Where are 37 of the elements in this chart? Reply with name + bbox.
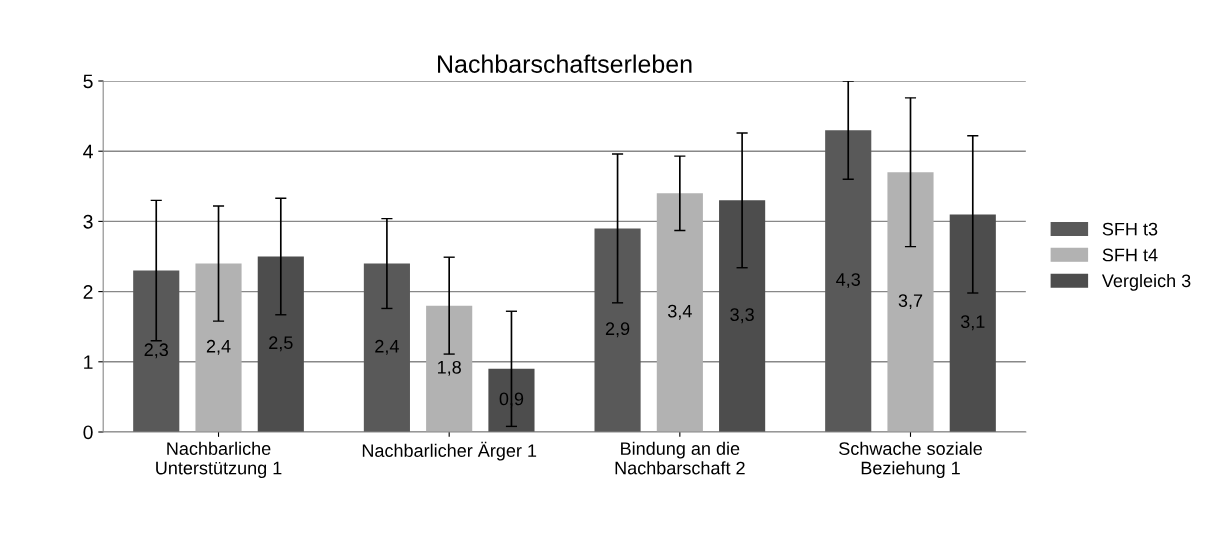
y-tick-label: 3 <box>83 214 93 229</box>
bar <box>195 263 242 432</box>
bar <box>133 270 180 432</box>
legend-label: Vergleich 3 <box>1101 273 1191 291</box>
y-tick-label: 4 <box>83 144 93 159</box>
bar <box>949 214 996 432</box>
y-tick-label: 1 <box>84 355 93 369</box>
data-label: 2,3 <box>144 343 168 359</box>
data-label: 2,4 <box>206 339 231 355</box>
legend-label: SFH t4 <box>1102 248 1158 262</box>
bar <box>488 368 535 432</box>
bar <box>719 200 766 432</box>
data-label: 2,4 <box>375 339 399 355</box>
bar <box>656 193 703 432</box>
bar <box>825 130 872 432</box>
y-tick-label: 2 <box>83 285 93 299</box>
bar <box>363 263 410 432</box>
data-label: 4,3 <box>836 273 860 289</box>
x-tick-label: Bindung an die Nachbarschaft 2 <box>615 441 745 475</box>
bar <box>887 172 934 432</box>
x-tick-label: Nachbarlicher Ärger 1 <box>362 441 537 461</box>
data-label: 3,7 <box>898 294 923 310</box>
y-tick-label: 0 <box>83 425 93 440</box>
data-label: 3,3 <box>730 308 754 324</box>
data-label: 3,4 <box>667 304 692 320</box>
bar <box>257 256 304 432</box>
y-tick-label: 5 <box>83 74 93 89</box>
data-label: 3,1 <box>960 315 985 331</box>
x-tick-label: Nachbarliche Unterstützung 1 <box>156 441 282 478</box>
data-label: 2,9 <box>605 322 630 338</box>
bar <box>426 305 473 432</box>
x-tick-label: Schwache soziale Beziehung 1 <box>839 441 982 478</box>
data-label: 2,5 <box>269 336 293 352</box>
data-label: 1,8 <box>438 360 461 376</box>
chart-title: Nachbarschaftserleben <box>438 54 692 73</box>
legend-label: SFH t3 <box>1102 222 1158 236</box>
bar <box>594 228 641 432</box>
